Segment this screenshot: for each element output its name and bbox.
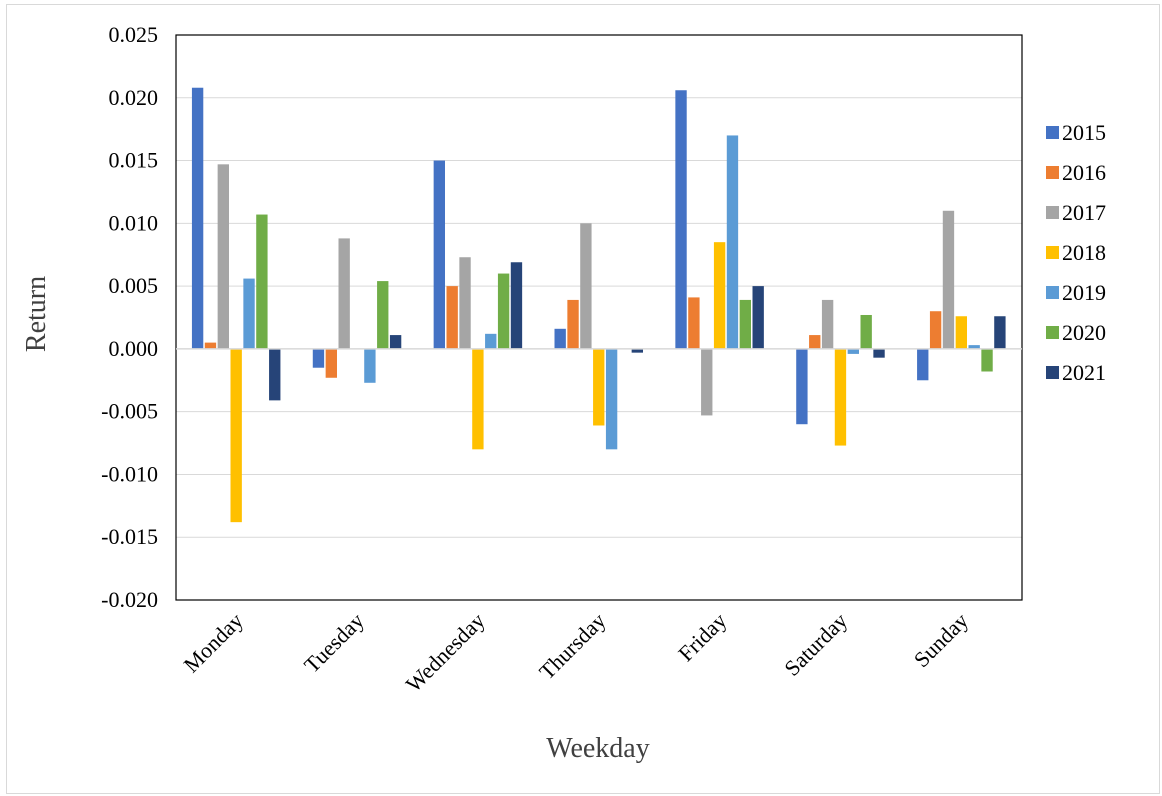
- bars: [191, 87, 1006, 523]
- legend-swatch-2020: [1046, 326, 1059, 339]
- bar-2021-wednesday: [510, 262, 523, 349]
- legend-label-2020: 2020: [1062, 320, 1106, 345]
- axes: [175, 34, 1023, 601]
- bar-2019-sunday: [968, 345, 980, 349]
- y-tick-label: 0.000: [109, 336, 159, 361]
- bar-2015-saturday: [796, 348, 808, 425]
- plot-area-border: [175, 34, 1023, 601]
- bar-2017-monday: [217, 164, 229, 349]
- bar-2021-tuesday: [389, 335, 402, 349]
- bar-2015-thursday: [554, 328, 566, 349]
- bar-2018-saturday: [834, 348, 847, 446]
- bar-2016-sunday: [929, 311, 942, 349]
- y-tick-label: 0.025: [109, 22, 159, 47]
- y-tick-label: -0.005: [101, 399, 158, 424]
- bar-2021-monday: [269, 348, 281, 401]
- legend-label-2016: 2016: [1062, 160, 1106, 185]
- y-tick-labels: 0.025 0.020 0.015 0.010 0.005 0.000 -0.005 -0.0…: [101, 22, 158, 612]
- legend-label-2021: 2021: [1062, 360, 1106, 385]
- y-tick-label: -0.020: [101, 587, 158, 612]
- legend-label-2015: 2015: [1062, 120, 1106, 145]
- bar-2018-monday: [230, 348, 242, 523]
- legend-swatch-2015: [1046, 126, 1059, 139]
- x-tick-label: Friday: [673, 608, 731, 666]
- y-tick-label: 0.010: [109, 210, 159, 235]
- legend-label-2017: 2017: [1062, 200, 1106, 225]
- bar-2018-friday: [713, 242, 726, 349]
- bar-2020-friday: [739, 299, 751, 349]
- bar-2019-friday: [726, 135, 739, 349]
- bar-2016-tuesday: [325, 348, 337, 378]
- bar-2016-friday: [688, 297, 700, 349]
- bar-2017-thursday: [580, 223, 592, 349]
- bar-2020-wednesday: [497, 273, 510, 349]
- bar-2017-tuesday: [338, 238, 350, 349]
- x-tick-label: Tuesday: [299, 608, 369, 678]
- bar-2015-friday: [675, 90, 687, 349]
- bar-2019-saturday: [847, 348, 859, 354]
- legend-swatch-2016: [1046, 166, 1059, 179]
- bar-2021-thursday: [631, 348, 643, 353]
- x-tick-label: Sunday: [909, 608, 973, 672]
- y-tick-label: -0.010: [101, 461, 158, 486]
- bar-2015-wednesday: [433, 160, 445, 349]
- x-tick-label: Wednesday: [401, 608, 490, 697]
- legend-label-2019: 2019: [1062, 280, 1106, 305]
- bar-2018-thursday: [593, 348, 605, 426]
- bar-2016-saturday: [809, 335, 821, 349]
- bar-2016-monday: [204, 342, 217, 349]
- bar-2019-thursday: [605, 348, 618, 450]
- x-tick-labels: Monday Tuesday Wednesday Thursday Friday Satu…: [178, 608, 973, 697]
- bar-2018-wednesday: [472, 348, 484, 450]
- x-tick-label: Monday: [178, 608, 248, 678]
- x-tick-label: Saturday: [779, 608, 852, 681]
- bar-2016-thursday: [567, 299, 579, 349]
- bar-2015-tuesday: [312, 348, 325, 368]
- y-tick-label: 0.020: [109, 85, 159, 110]
- x-axis-title: Weekday: [546, 733, 649, 764]
- bar-2017-saturday: [821, 299, 834, 349]
- bar-2015-sunday: [917, 348, 929, 381]
- x-tick-label: Thursday: [534, 608, 610, 684]
- y-tick-label: 0.005: [109, 273, 159, 298]
- bar-2017-wednesday: [459, 257, 471, 349]
- bar-2019-wednesday: [485, 333, 497, 349]
- bar-2019-monday: [243, 278, 255, 349]
- bar-2019-tuesday: [364, 348, 376, 383]
- legend-swatch-2019: [1046, 286, 1059, 299]
- bar-2021-sunday: [994, 316, 1006, 349]
- bar-2017-sunday: [942, 210, 955, 349]
- y-axis-title: Return: [21, 276, 52, 352]
- bar-2015-monday: [191, 87, 204, 349]
- bar-2018-sunday: [955, 316, 967, 349]
- legend-swatch-2021: [1046, 366, 1059, 379]
- legend-swatch-2018: [1046, 246, 1059, 259]
- legend-swatch-2017: [1046, 206, 1059, 219]
- bar-2017-friday: [701, 348, 713, 416]
- legend: 2015 2016 2017 2018 2019 2020 2021: [1046, 120, 1106, 385]
- bar-2020-monday: [256, 214, 268, 349]
- legend-label-2018: 2018: [1062, 240, 1106, 265]
- bar-2020-saturday: [860, 314, 872, 349]
- bar-2021-friday: [752, 286, 764, 349]
- gridlines: [176, 34, 1022, 601]
- bar-2016-wednesday: [446, 286, 458, 349]
- bar-2021-saturday: [873, 348, 885, 358]
- bar-2020-tuesday: [377, 281, 389, 349]
- bar-2020-sunday: [981, 348, 993, 372]
- y-tick-label: 0.015: [109, 148, 159, 173]
- y-tick-label: -0.015: [101, 524, 158, 549]
